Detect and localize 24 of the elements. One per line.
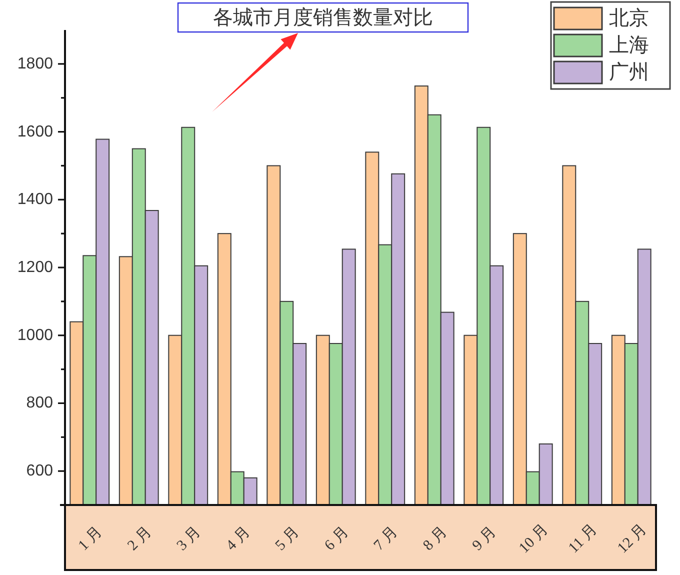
x-tick-label: 11 月 <box>566 522 601 556</box>
x-tick-label: 5 月 <box>272 524 303 554</box>
x-tick-label: 2 月 <box>124 524 155 554</box>
y-tick-label: 1000 <box>17 326 54 344</box>
legend-label: 广州 <box>609 62 649 84</box>
title: 各城市月度销售数量对比 <box>177 2 469 33</box>
y-tick-label: 1400 <box>17 191 54 208</box>
x-tick-label: 12 月 <box>614 521 650 557</box>
legend-label: 北京 <box>609 8 649 30</box>
y-tick-label: 1200 <box>17 259 54 276</box>
y-tick-label: 800 <box>26 394 54 412</box>
legend-label: 上海 <box>609 34 649 56</box>
x-tick-label: 7 月 <box>371 524 402 554</box>
x-tick-label: 6 月 <box>322 524 352 554</box>
y-tick-label: 1600 <box>17 123 54 140</box>
x-tick-label: 3 月 <box>174 524 204 554</box>
y-tick-label: 600 <box>26 462 54 480</box>
x-tick-label: 1 月 <box>76 524 106 554</box>
y-tick-label: 1800 <box>17 55 54 72</box>
x-tick-label: 9 月 <box>470 524 500 554</box>
x-tick-label: 4 月 <box>223 524 254 554</box>
chart-title: 各城市月度销售数量对比 <box>213 7 433 29</box>
x-tick-label: 8 月 <box>420 524 450 554</box>
x-tick-label: 10 月 <box>516 521 552 557</box>
